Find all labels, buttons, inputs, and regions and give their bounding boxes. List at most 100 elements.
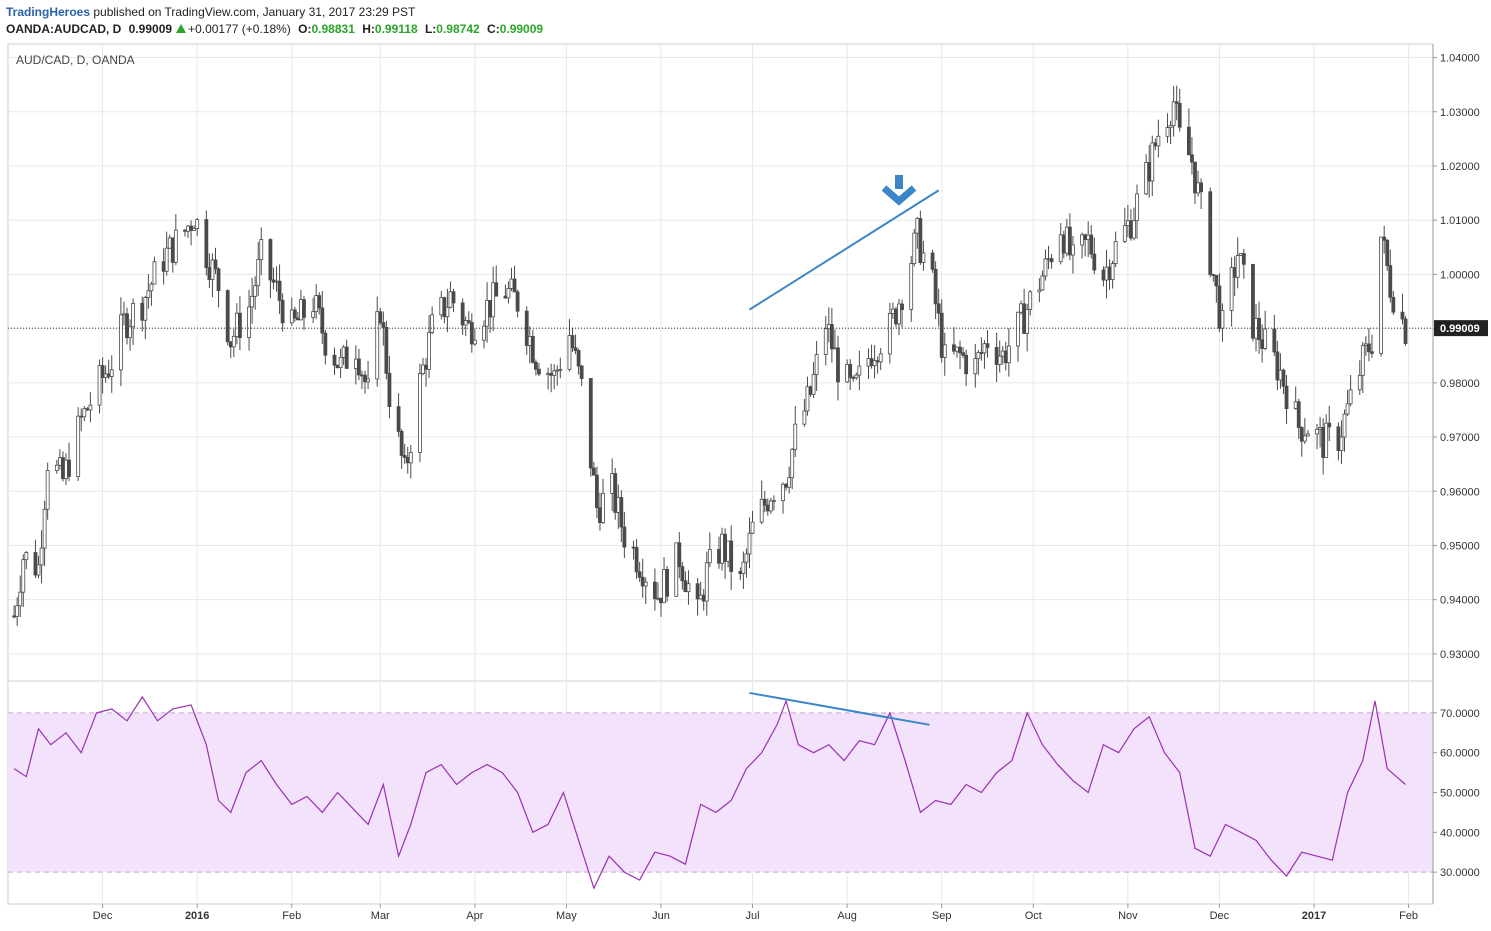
candle-body <box>268 239 273 281</box>
candle-body <box>186 225 190 232</box>
candle <box>570 327 575 352</box>
candle-body <box>1302 435 1307 442</box>
candle-body <box>1357 374 1362 391</box>
candle-body <box>894 308 898 325</box>
candle <box>1132 207 1136 241</box>
candle-body <box>1321 427 1326 458</box>
candle-body <box>759 498 764 523</box>
candle-body <box>1257 317 1261 341</box>
candle-body <box>1199 182 1203 193</box>
candle-body <box>784 483 789 488</box>
candle-body <box>106 373 111 377</box>
high-value: 0.99118 <box>374 22 418 36</box>
candle-body <box>869 358 874 367</box>
candle <box>793 406 798 457</box>
candle-body <box>1217 285 1222 329</box>
candle <box>1135 184 1139 239</box>
candle-body <box>1156 135 1161 147</box>
candle-body <box>741 561 746 574</box>
candle-body <box>723 533 727 562</box>
candle <box>1016 311 1020 362</box>
candle <box>216 267 221 308</box>
candle <box>378 307 383 326</box>
candle <box>76 407 81 481</box>
candle-body <box>1275 351 1280 381</box>
candle <box>45 462 50 520</box>
last-price-label: 0.99009 <box>1440 323 1480 335</box>
candle-body <box>707 548 712 564</box>
candle-body <box>100 365 105 378</box>
candle-body <box>891 308 895 314</box>
candle-body <box>1110 263 1115 280</box>
candle-body <box>573 347 578 351</box>
candle <box>512 265 517 293</box>
candle-body <box>964 354 969 375</box>
candle <box>750 510 755 535</box>
candle-body <box>164 247 169 272</box>
candle-body <box>552 370 557 376</box>
candle-body <box>353 358 358 369</box>
candle-body <box>402 455 407 458</box>
candle-body <box>1135 193 1139 222</box>
candle-body <box>195 219 200 229</box>
price-tick-label: 0.94000 <box>1440 595 1480 607</box>
candle-body <box>1382 236 1387 241</box>
candle <box>238 296 242 351</box>
candle-body <box>1150 142 1155 182</box>
candle-body <box>1400 311 1405 320</box>
candle-body <box>289 309 294 324</box>
candle <box>42 500 47 567</box>
high-label: H: <box>362 22 375 36</box>
candle-body <box>631 546 636 549</box>
candle-body <box>277 280 282 301</box>
candle-body <box>405 457 410 464</box>
candle <box>82 406 87 422</box>
candle-body <box>375 311 380 380</box>
close-label: C: <box>487 22 500 36</box>
candle <box>36 555 41 579</box>
candle-body <box>1324 422 1329 458</box>
candle-body <box>1107 266 1112 280</box>
candle-body <box>12 615 17 618</box>
x-tick-label: Feb <box>282 910 301 922</box>
candle-body <box>1089 234 1094 255</box>
author-link[interactable]: TradingHeroes <box>6 5 91 19</box>
candle-body <box>726 540 731 562</box>
candle <box>1357 360 1362 395</box>
candle-body <box>527 336 532 346</box>
candle-body <box>253 285 258 297</box>
candle-body <box>595 474 599 509</box>
candle-body <box>1318 427 1322 430</box>
candle <box>939 299 944 363</box>
candle <box>872 345 877 379</box>
candle-body <box>613 473 618 513</box>
candle <box>515 289 520 318</box>
candle-body <box>408 452 413 464</box>
candle <box>552 364 557 390</box>
candle <box>460 298 465 335</box>
candle-body <box>1238 253 1243 256</box>
candle-body <box>1345 403 1350 415</box>
candle-body <box>488 300 493 318</box>
candle-body <box>1071 244 1075 256</box>
candle-body <box>958 346 962 354</box>
candle-body <box>729 540 734 572</box>
candle <box>332 347 337 375</box>
candle-body <box>503 295 508 299</box>
price-tick-label: 1.03000 <box>1440 107 1480 119</box>
candle <box>311 297 316 324</box>
candle <box>759 480 764 525</box>
candle <box>1110 260 1115 289</box>
candle <box>1302 418 1307 445</box>
candle-body <box>814 354 819 375</box>
candle <box>466 311 471 325</box>
candle <box>900 299 904 328</box>
candle-body <box>1037 289 1042 293</box>
candle-body <box>430 314 435 333</box>
candle <box>472 328 477 346</box>
candle-body <box>314 295 319 313</box>
candle <box>747 517 752 569</box>
candle-body <box>317 295 322 309</box>
candle-body <box>997 355 1002 365</box>
